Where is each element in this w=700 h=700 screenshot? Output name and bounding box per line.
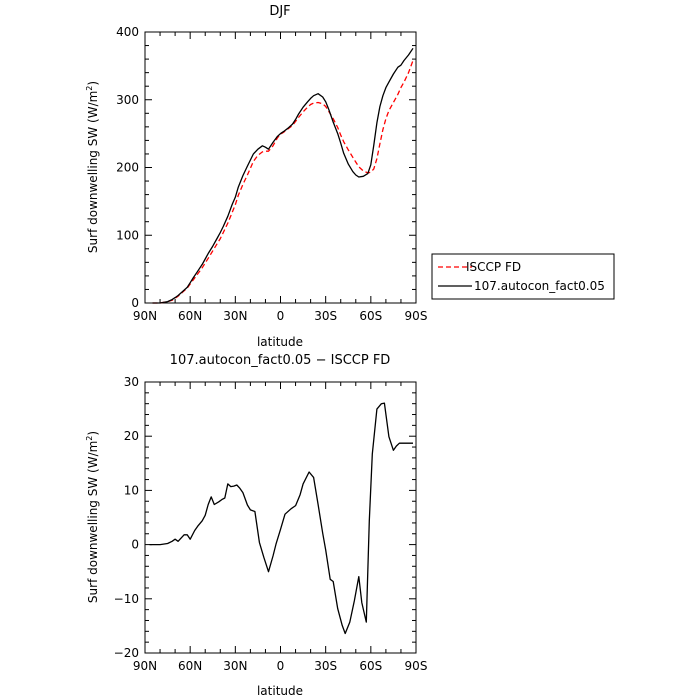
- x-tick-label: 30N: [223, 659, 247, 673]
- chart-top-legend: ISCCP FD 107.autocon_fact0.05: [431, 253, 615, 300]
- x-tick-label: 90N: [133, 659, 157, 673]
- y-tick-label: 400: [116, 25, 139, 39]
- x-tick-label: 60S: [359, 659, 382, 673]
- x-tick-label: 90S: [405, 309, 428, 323]
- legend-box: [431, 253, 615, 300]
- y-tick-label: 30: [124, 375, 139, 389]
- x-tick-label: 30S: [314, 659, 337, 673]
- y-tick-label: −10: [114, 592, 139, 606]
- y-tick-label: 10: [124, 483, 139, 497]
- chart-top: DJF 0 100 200 300 400 90N 60N 30N 0 30S 60S 90S la…: [85, 4, 427, 349]
- x-tick-label: 30N: [223, 309, 247, 323]
- y-tick-label: 200: [116, 161, 139, 175]
- y-tick-label: 20: [124, 429, 139, 443]
- chart-top-frame: [144, 31, 417, 304]
- series-line-0: [149, 402, 413, 635]
- x-tick-label: 90N: [133, 309, 157, 323]
- chart-top-xlabel: latitude: [257, 335, 303, 349]
- chart-bottom-xlabel: latitude: [257, 684, 303, 698]
- series-line-0: [152, 60, 414, 304]
- x-tick-label: 0: [277, 659, 285, 673]
- x-tick-label: 60N: [178, 309, 202, 323]
- chart-bottom: 107.autocon_fact0.05 − ISCCP FD −20 −10 0 1…: [85, 353, 427, 698]
- y-tick-label: 100: [116, 228, 139, 242]
- series-line-1: [152, 47, 414, 304]
- x-tick-label: 0: [277, 309, 285, 323]
- legend-label-isccp: ISCCP FD: [466, 260, 521, 274]
- y-tick-label: 0: [131, 296, 139, 310]
- chart-top-ylabel: Surf downwelling SW (W/m2): [85, 81, 100, 253]
- y-tick-label: 300: [116, 93, 139, 107]
- x-tick-label: 60S: [359, 309, 382, 323]
- y-tick-label: −20: [114, 646, 139, 660]
- chart-top-title: DJF: [269, 4, 290, 19]
- x-tick-label: 60N: [178, 659, 202, 673]
- legend-label-model: 107.autocon_fact0.05: [474, 279, 605, 293]
- x-tick-label: 30S: [314, 309, 337, 323]
- x-tick-label: 90S: [405, 659, 428, 673]
- chart-bottom-title: 107.autocon_fact0.05 − ISCCP FD: [170, 353, 391, 368]
- y-tick-label: 0: [131, 538, 139, 552]
- chart-bottom-ylabel: Surf downwelling SW (W/m2): [85, 431, 100, 603]
